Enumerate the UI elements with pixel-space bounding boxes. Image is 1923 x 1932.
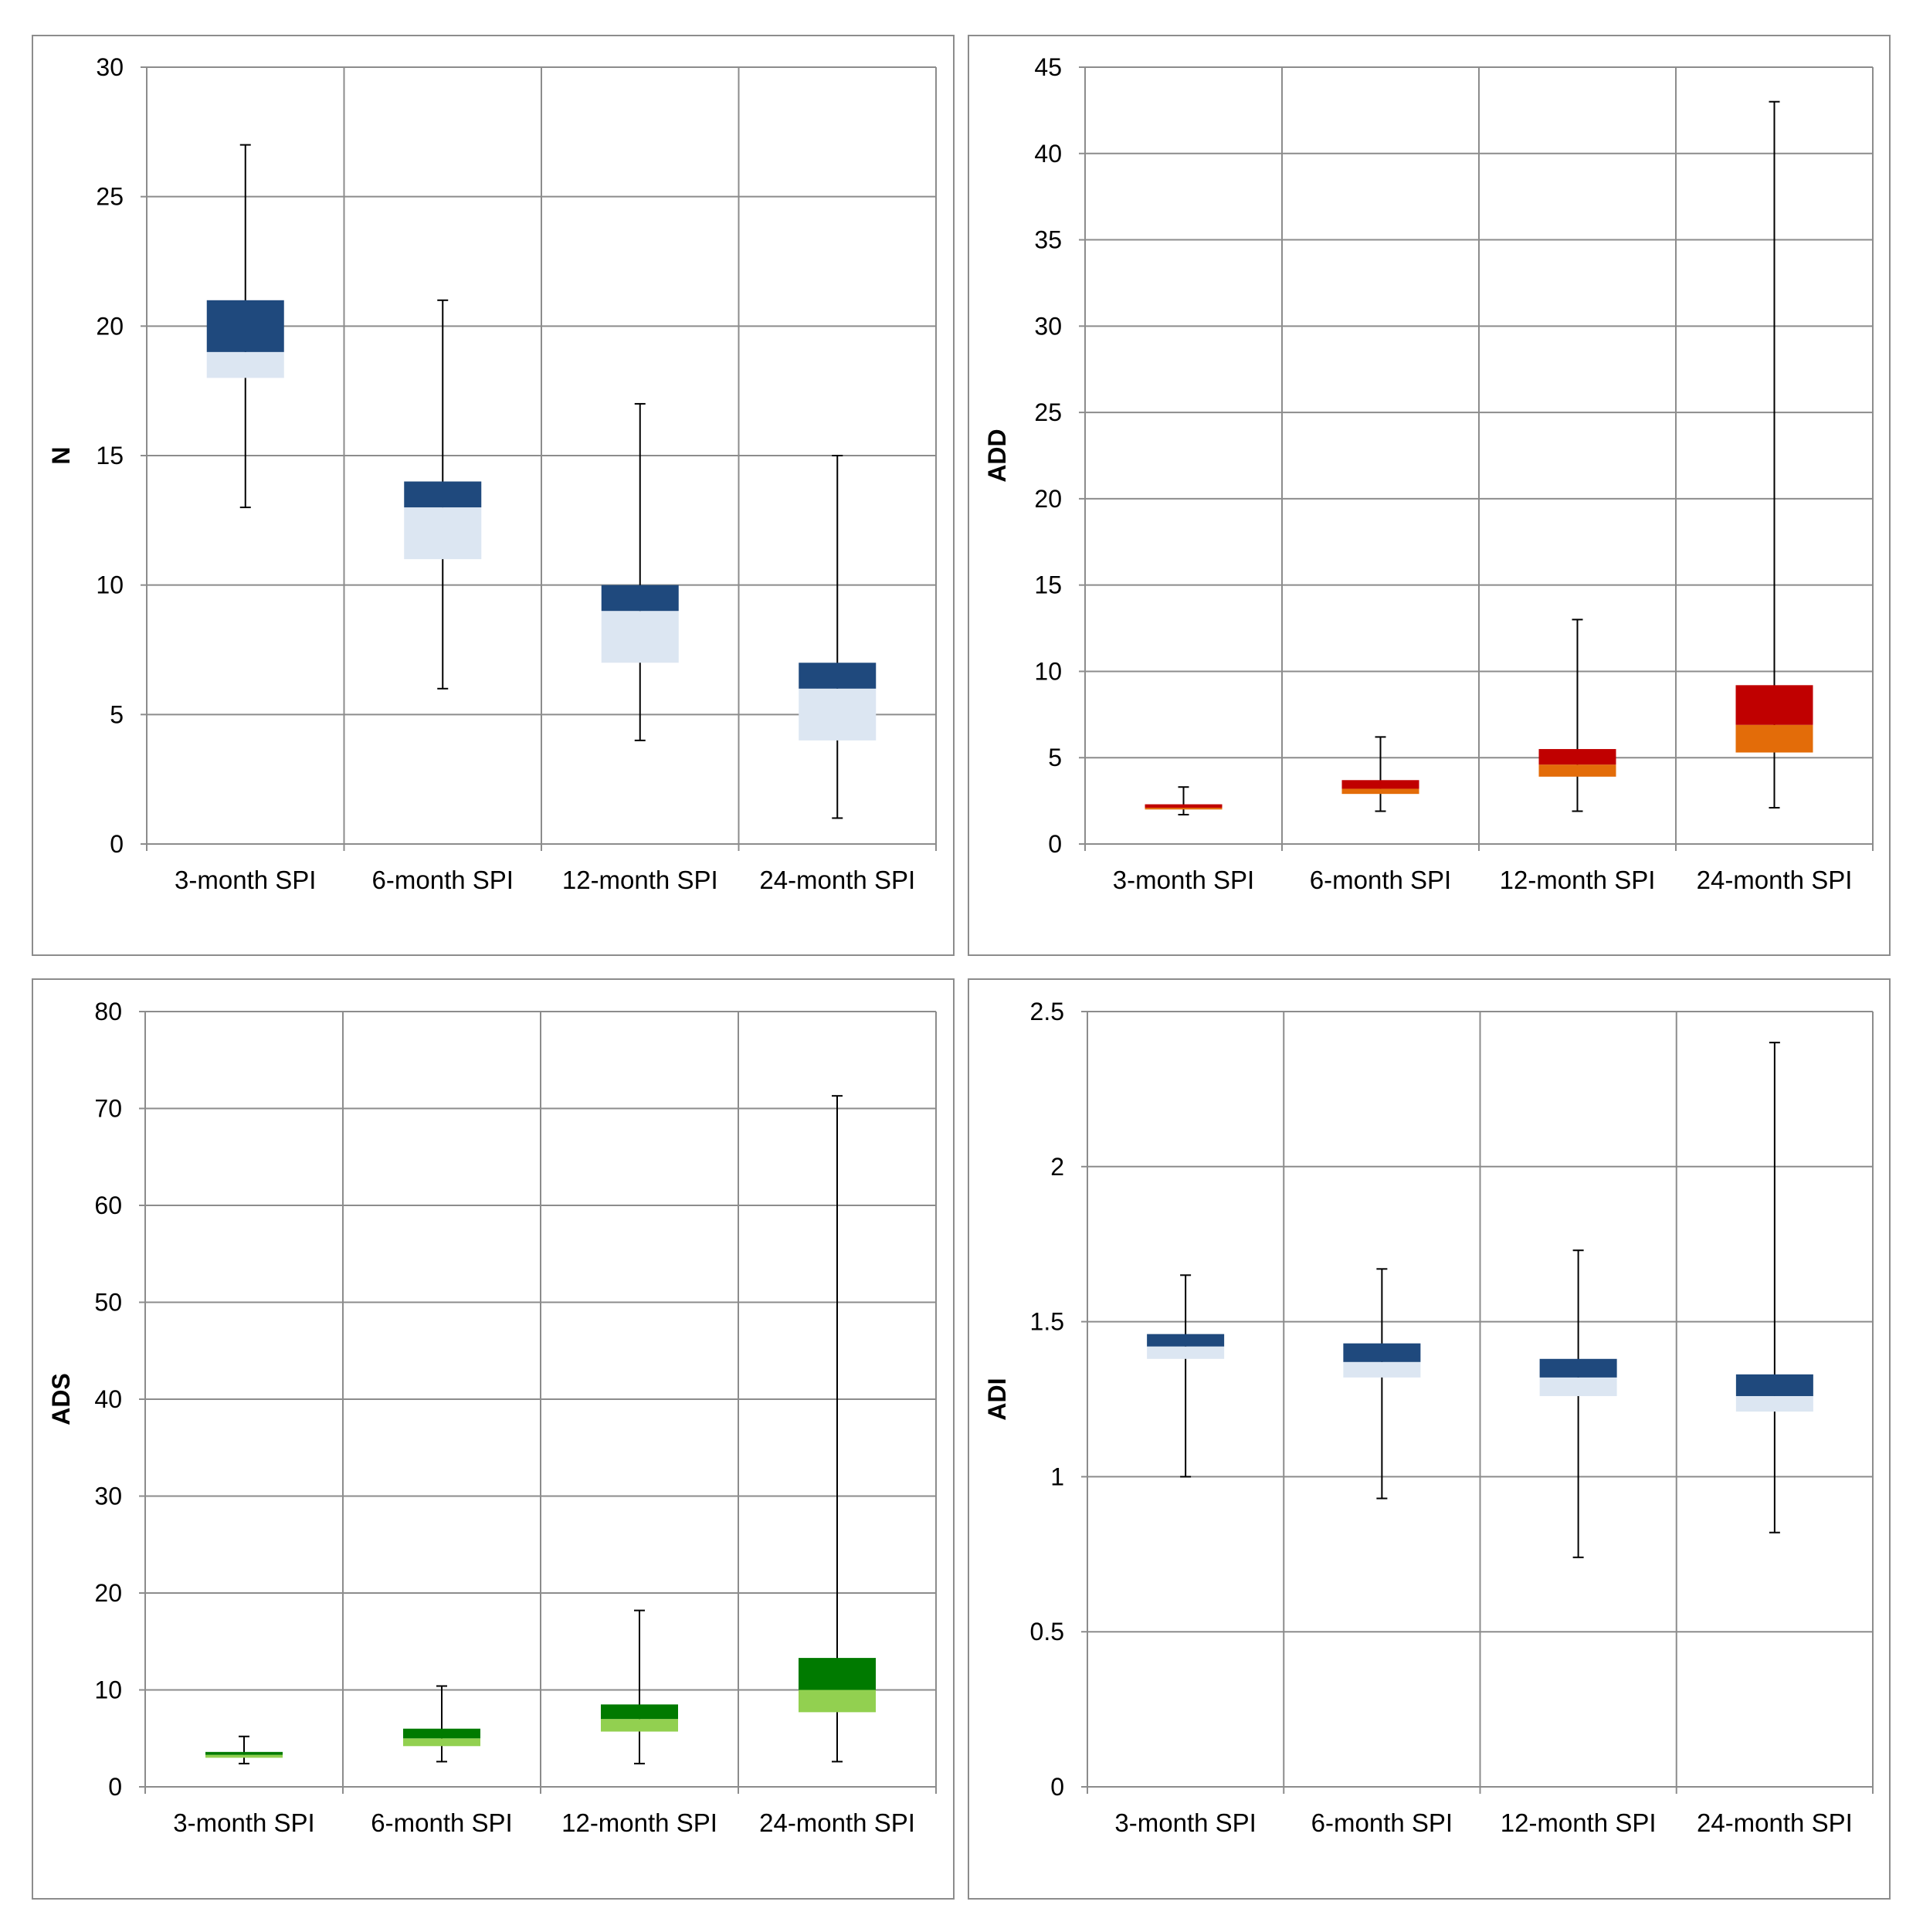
y-tick-label: 20 xyxy=(1034,485,1062,513)
y-axis-label: ADI xyxy=(983,1378,1011,1420)
chart-panel-1: 0 5 10 15 20 25 30 N 3-month SPI 6-month SPI 12-mo… xyxy=(32,35,955,956)
x-category-label: 6-month SPI xyxy=(372,866,514,894)
x-category-label: 6-month SPI xyxy=(371,1808,512,1837)
box-lower xyxy=(1735,724,1813,753)
x-category-label: 12-month SPI xyxy=(561,1808,717,1837)
y-tick-label: 40 xyxy=(1034,140,1062,168)
box-upper xyxy=(601,585,679,612)
y-axis-label: N xyxy=(47,446,75,464)
box-upper xyxy=(1147,1334,1225,1347)
x-category-label: 3-month SPI xyxy=(173,1808,314,1837)
x-category-label: 3-month SPI xyxy=(1114,1808,1256,1837)
y-tick-label: 10 xyxy=(1034,657,1062,685)
chart-frame xyxy=(32,35,955,956)
x-category-label: 24-month SPI xyxy=(1697,1808,1853,1837)
y-axis-label: ADS xyxy=(47,1373,75,1425)
x-category-label: 12-month SPI xyxy=(562,866,718,894)
box-lower xyxy=(799,688,877,741)
y-tick-label: 0.5 xyxy=(1030,1618,1064,1646)
box-upper xyxy=(1735,685,1813,725)
y-tick-label: 15 xyxy=(96,442,124,469)
box-lower xyxy=(601,611,679,663)
y-tick-label: 40 xyxy=(94,1385,122,1413)
chart-panel-3: 0 10 20 30 40 50 60 70 80 ADS 3-month SPI 6-month S… xyxy=(32,978,955,1900)
y-tick-label: 1.5 xyxy=(1030,1308,1064,1336)
chart-panel-4: 0 0.5 1 1.5 2 2.5 ADI 3-month SPI 6-month SPI 12-… xyxy=(968,978,1891,1900)
y-tick-label: 25 xyxy=(96,183,124,211)
y-tick-label: 70 xyxy=(94,1095,122,1123)
x-category-label: 24-month SPI xyxy=(1697,866,1853,894)
y-tick-label: 25 xyxy=(1034,398,1062,426)
y-tick-label: 20 xyxy=(94,1579,122,1607)
y-tick-label: 35 xyxy=(1034,226,1062,254)
x-category-label: 6-month SPI xyxy=(1310,866,1451,894)
y-tick-label: 5 xyxy=(1048,744,1062,771)
y-tick-label: 1 xyxy=(1050,1463,1064,1490)
box-upper xyxy=(205,1751,283,1755)
box-lower xyxy=(403,1738,480,1747)
y-tick-label: 45 xyxy=(1034,53,1062,81)
box-lower xyxy=(1538,764,1616,777)
y-tick-label: 30 xyxy=(1034,312,1062,340)
box-upper xyxy=(1343,1343,1421,1362)
chart-panel-2: 0 5 10 15 20 25 30 35 40 45 ADD 3-month SPI 6-month … xyxy=(968,35,1891,956)
box-upper xyxy=(1145,804,1223,808)
box-upper xyxy=(206,300,284,352)
box-lower xyxy=(1735,1395,1813,1412)
y-tick-label: 0 xyxy=(108,1773,122,1801)
y-tick-label: 15 xyxy=(1034,571,1062,599)
box-lower xyxy=(404,507,482,560)
box-lower xyxy=(1147,1346,1225,1359)
box-upper xyxy=(1341,780,1419,789)
box-upper xyxy=(799,1658,876,1690)
chart-frame xyxy=(968,35,1891,956)
x-category-label: 24-month SPI xyxy=(759,1808,915,1837)
box-lower xyxy=(601,1719,678,1732)
y-tick-label: 5 xyxy=(110,700,124,728)
x-category-label: 3-month SPI xyxy=(175,866,316,894)
x-category-label: 3-month SPI xyxy=(1113,866,1254,894)
y-axis-label: ADD xyxy=(983,429,1011,482)
box-upper xyxy=(1539,1358,1617,1378)
box-lower xyxy=(799,1690,876,1713)
box-lower xyxy=(1539,1377,1617,1396)
box-lower xyxy=(205,1754,283,1758)
y-tick-label: 10 xyxy=(94,1676,122,1704)
box-upper xyxy=(1538,749,1616,765)
y-tick-label: 0 xyxy=(110,830,124,858)
box-upper xyxy=(403,1728,480,1739)
y-tick-label: 2.5 xyxy=(1030,998,1064,1025)
box-lower xyxy=(1145,808,1223,810)
box-upper xyxy=(601,1704,678,1720)
y-tick-label: 80 xyxy=(94,998,122,1025)
y-tick-label: 30 xyxy=(94,1483,122,1510)
y-tick-label: 30 xyxy=(96,53,124,81)
x-category-label: 12-month SPI xyxy=(1501,1808,1657,1837)
box-upper xyxy=(404,481,482,508)
y-tick-label: 2 xyxy=(1050,1153,1064,1181)
y-tick-label: 60 xyxy=(94,1191,122,1219)
y-tick-label: 10 xyxy=(96,571,124,599)
x-category-label: 6-month SPI xyxy=(1311,1808,1453,1837)
box-lower xyxy=(206,351,284,378)
y-tick-label: 0 xyxy=(1050,1773,1064,1801)
y-tick-label: 20 xyxy=(96,312,124,340)
x-category-label: 12-month SPI xyxy=(1500,866,1656,894)
box-upper xyxy=(799,663,877,689)
y-tick-label: 50 xyxy=(94,1289,122,1317)
chart-frame xyxy=(968,978,1891,1900)
box-upper xyxy=(1735,1374,1813,1396)
box-lower xyxy=(1343,1361,1421,1378)
box-lower xyxy=(1341,788,1419,795)
y-tick-label: 0 xyxy=(1048,830,1062,858)
x-category-label: 24-month SPI xyxy=(759,866,915,894)
chart-frame xyxy=(32,978,955,1900)
